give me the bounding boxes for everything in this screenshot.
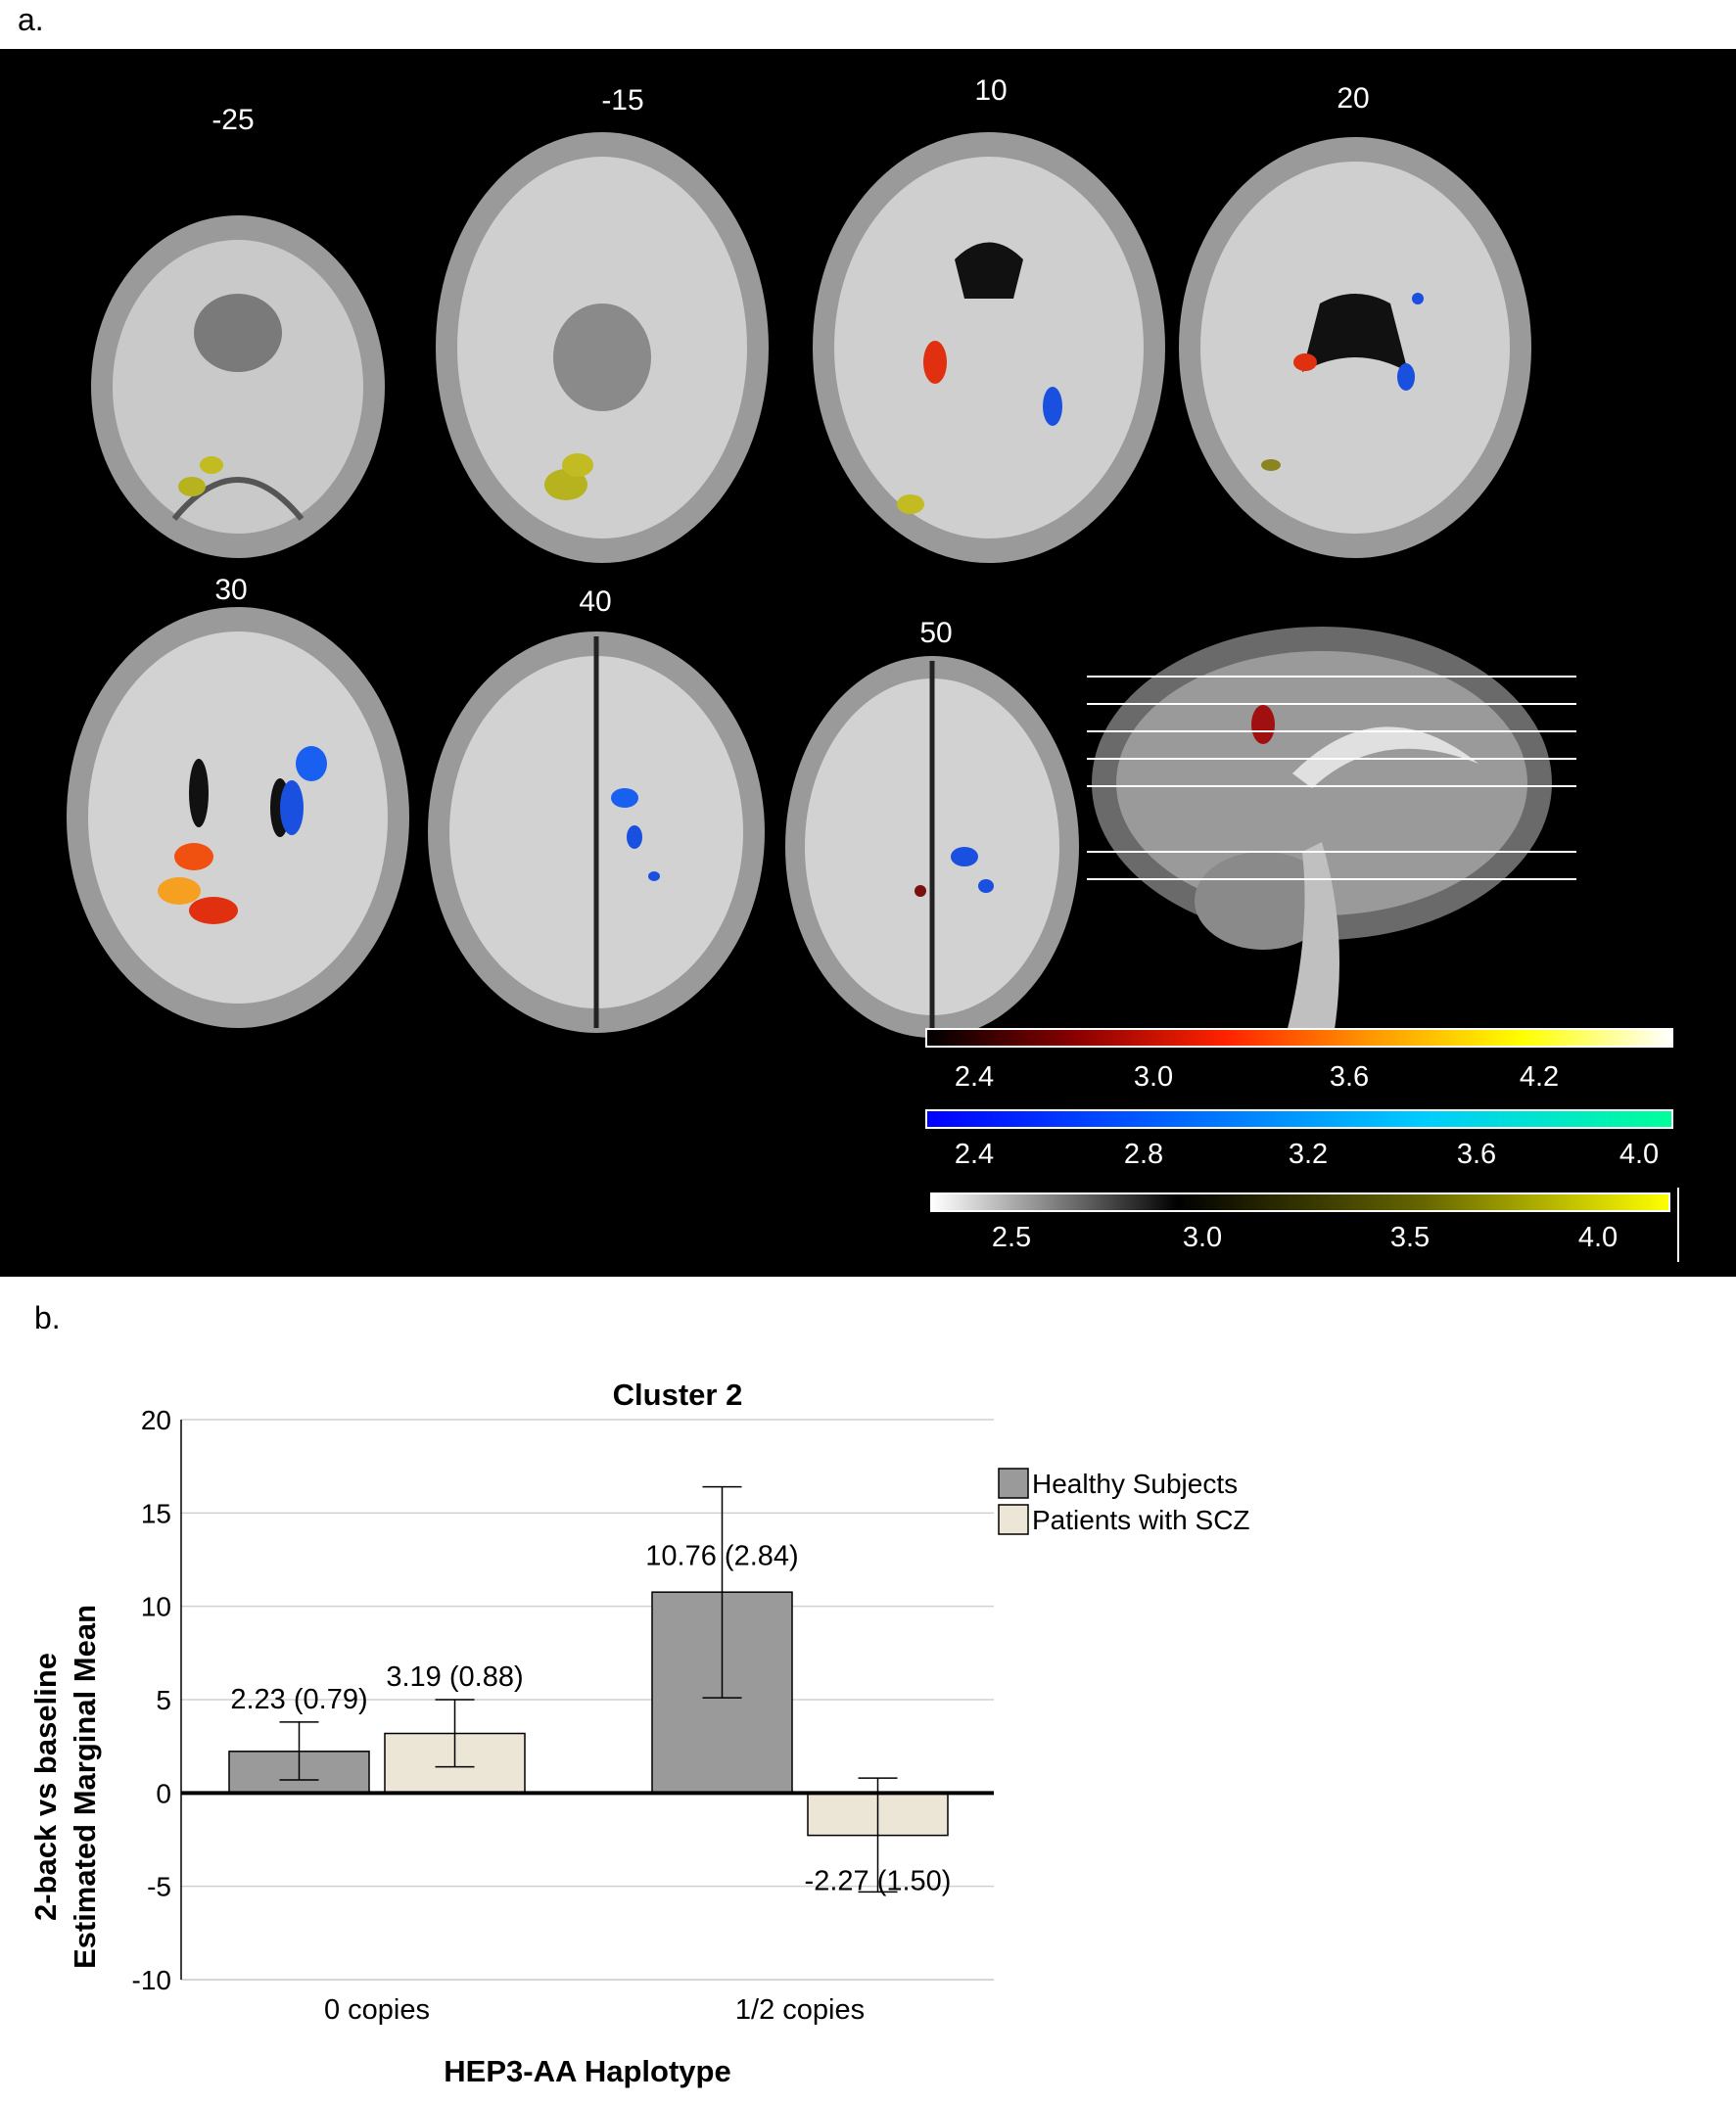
colorbar-blue-tick: 3.6 [1456, 1139, 1497, 1170]
x-axis-title: HEP3-AA Haplotype [444, 2054, 730, 2088]
y-tick-label: -10 [132, 1965, 171, 1995]
colorbar-yellow-tick: 4.0 [1577, 1222, 1619, 1253]
brain-slice-2 [436, 132, 769, 563]
data-label: -2.27 (1.50) [805, 1865, 952, 1896]
panel-a-label: a. [18, 2, 44, 37]
legend-swatch [998, 1468, 1029, 1499]
slice-label-6: 40 [579, 585, 612, 618]
colorbar-yellow-tick: 3.5 [1389, 1222, 1431, 1253]
x-tick-label: 1/2 copies [735, 1994, 865, 2026]
colorbar-blue-tick: 4.0 [1619, 1139, 1660, 1170]
brain-slice-3 [813, 132, 1165, 563]
y-axis-title-line1: 2-back vs baseline [28, 1653, 63, 1921]
colorbar-red-tick: 3.0 [1133, 1061, 1174, 1093]
slice-label-1: -25 [211, 104, 255, 136]
legend-label: Patients with SCZ [1032, 1505, 1250, 1535]
colorbar-blue-tick: 2.4 [954, 1139, 995, 1170]
slice-label-2: -15 [601, 84, 644, 117]
colorbar-red-tick: 3.6 [1329, 1061, 1370, 1093]
y-tick-label: 0 [156, 1778, 171, 1808]
brain-slice-7 [785, 656, 1079, 1038]
chart-title: Cluster 2 [613, 1378, 743, 1412]
slice-label-3: 10 [974, 74, 1008, 107]
data-label: 2.23 (0.79) [230, 1684, 367, 1715]
colorbar-blue-tick: 3.2 [1288, 1139, 1329, 1170]
bar-chart: Cluster 2 2.23 (0.79) 3.19 (0.88) 10.76 (2… [28, 1378, 1250, 2088]
brain-slice-5 [67, 607, 409, 1028]
colorbar-divider [1677, 1188, 1679, 1262]
y-axis-title-line2: Estimated Marginal Mean [68, 1605, 102, 1969]
y-tick-label: 15 [141, 1498, 171, 1528]
legend-label: Healthy Subjects [1032, 1469, 1238, 1499]
colorbar-yellow-tick: 2.5 [991, 1222, 1032, 1253]
slice-label-4: 20 [1337, 82, 1370, 115]
slice-label-5: 30 [214, 574, 248, 606]
brain-slice-4 [1179, 137, 1531, 558]
colorbar-red-tick: 4.2 [1519, 1061, 1560, 1093]
brain-slice-6 [428, 631, 765, 1033]
y-tick-label: 20 [141, 1405, 171, 1435]
panel-b-label: b. [34, 1300, 61, 1335]
sagittal-slice [1087, 627, 1576, 1048]
data-label: 3.19 (0.88) [386, 1661, 523, 1693]
slice-label-7: 50 [919, 617, 953, 649]
legend-swatch [998, 1504, 1029, 1535]
colorbar-yellow-tick: 3.0 [1182, 1222, 1223, 1253]
y-tick-label: -5 [147, 1872, 171, 1902]
colorbar-yellow [930, 1192, 1670, 1212]
y-tick-label: 10 [141, 1592, 171, 1622]
brain-slice-1 [91, 215, 385, 558]
data-label: 10.76 (2.84) [645, 1541, 798, 1572]
colorbar-blue [925, 1109, 1673, 1129]
y-tick-label: 5 [156, 1685, 171, 1715]
colorbar-red-tick: 2.4 [954, 1061, 995, 1093]
x-tick-label: 0 copies [324, 1994, 430, 2026]
colorbar-red [925, 1028, 1673, 1048]
brain-slices-panel: -25 -15 10 20 30 40 50 [0, 49, 1736, 1277]
colorbar-blue-tick: 2.8 [1123, 1139, 1164, 1170]
